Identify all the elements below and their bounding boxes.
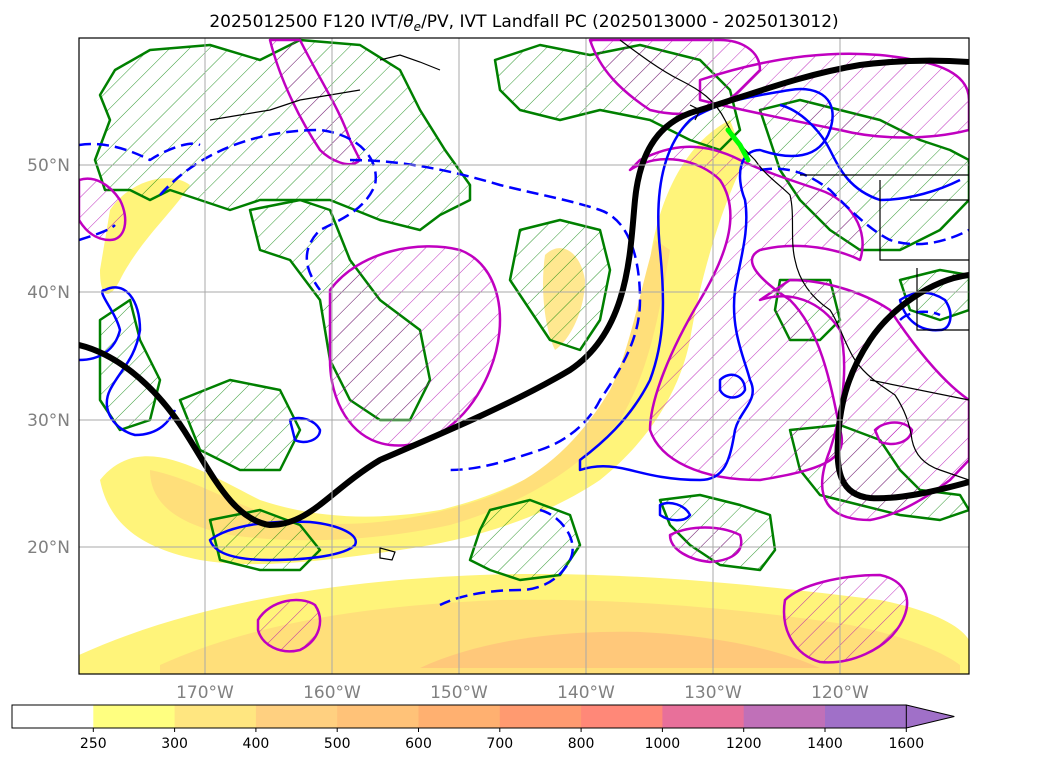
theta-e-contours bbox=[79, 87, 969, 607]
colorbar-frame bbox=[11, 704, 907, 729]
lat-label-40n: 40°N bbox=[27, 283, 70, 303]
lon-label-150w: 150°W bbox=[430, 683, 488, 703]
map-frame bbox=[78, 37, 970, 675]
lat-label-20n: 20°N bbox=[27, 538, 70, 558]
colorbar-segment bbox=[581, 705, 663, 728]
colorbar: 250 300 400 500 600 700 800 1000 1200 1400 1600 bbox=[11, 704, 955, 752]
colorbar-segment bbox=[174, 705, 257, 728]
colorbar-tick-label: 1400 bbox=[807, 736, 843, 752]
longitude-labels: 170°W 160°W 150°W 140°W 130°W 120°W bbox=[176, 683, 869, 703]
pv-contours bbox=[79, 38, 969, 664]
colorbar-tick-label: 600 bbox=[405, 736, 432, 752]
colorbar-tick-label: 1000 bbox=[645, 736, 681, 752]
map-panel bbox=[79, 38, 969, 674]
colorbar-segment bbox=[743, 705, 826, 728]
lat-label-30n: 30°N bbox=[27, 411, 70, 431]
lon-label-120w: 120°W bbox=[811, 683, 869, 703]
map-title: 2025012500 F120 IVT/θe/PV, IVT Landfall … bbox=[209, 12, 838, 34]
colorbar-segment bbox=[255, 705, 338, 728]
colorbar-tick-label: 1600 bbox=[888, 736, 924, 752]
gridlines bbox=[79, 38, 969, 674]
lon-label-170w: 170°W bbox=[176, 683, 234, 703]
landfall-highlight bbox=[725, 127, 751, 163]
colorbar-tick-label: 700 bbox=[486, 736, 513, 752]
latitude-labels: 50°N 40°N 30°N 20°N bbox=[27, 156, 70, 558]
lon-label-130w: 130°W bbox=[684, 683, 742, 703]
colorbar-segment bbox=[418, 705, 501, 728]
colorbar-tick-label: 1200 bbox=[726, 736, 762, 752]
colorbar-segment bbox=[825, 705, 907, 728]
lon-label-160w: 160°W bbox=[303, 683, 361, 703]
lon-label-140w: 140°W bbox=[557, 683, 615, 703]
colorbar-tick-label: 400 bbox=[243, 736, 270, 752]
colorbar-tick-label: 800 bbox=[568, 736, 595, 752]
colorbar-tick-label: 300 bbox=[161, 736, 188, 752]
colorbar-tick-label: 250 bbox=[80, 736, 107, 752]
colorbar-segment bbox=[337, 705, 419, 728]
landfall-pc-contours bbox=[79, 57, 969, 529]
colorbar-segment bbox=[662, 705, 745, 728]
colorbar-segment bbox=[12, 705, 94, 728]
lat-label-50n: 50°N bbox=[27, 156, 70, 176]
colorbar-segment bbox=[499, 705, 582, 728]
colorbar-tick-label: 500 bbox=[324, 736, 351, 752]
colorbar-segment bbox=[93, 705, 176, 728]
colorbar-extend-arrow bbox=[905, 704, 955, 729]
